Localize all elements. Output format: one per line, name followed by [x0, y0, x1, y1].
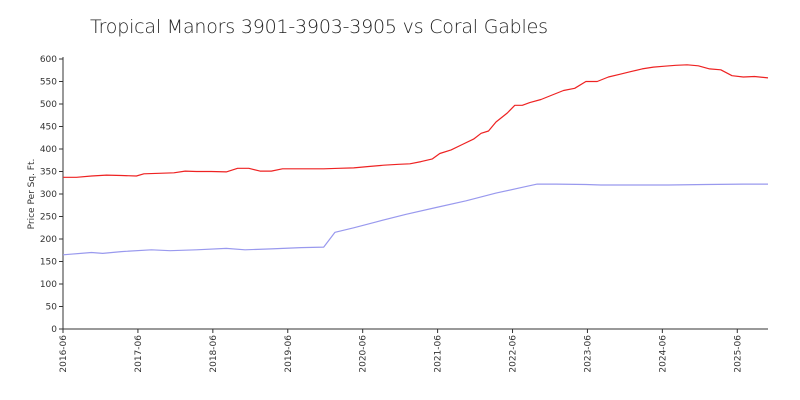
y-axis-label: Price Per Sq. Ft.	[27, 159, 37, 230]
x-tick-label: 2024-06	[658, 335, 668, 373]
x-axis-ticks: 2016-06 2017-06 2018-06 2019-06 2020-06 2021-…	[59, 329, 743, 373]
y-tick-label: 350	[40, 168, 57, 178]
y-tick-label: 450	[40, 123, 57, 133]
x-tick-label: 2018-06	[209, 335, 219, 373]
y-axis-ticks: 0 50 100 150 200 250 300 350 400 450 500 550 600	[40, 55, 63, 335]
series-line-coral-gables	[62, 183, 768, 256]
y-tick-label: 0	[51, 325, 57, 335]
x-tick-label: 2017-06	[134, 335, 144, 373]
x-tick-label: 2020-06	[359, 335, 369, 373]
y-tick-label: 600	[40, 55, 57, 65]
x-tick-label: 2022-06	[509, 335, 519, 373]
x-tick-label: 2021-06	[434, 335, 444, 373]
x-tick-label: 2023-06	[583, 335, 593, 373]
y-tick-label: 400	[40, 145, 57, 155]
chart-axes	[62, 57, 768, 330]
y-tick-label: 150	[40, 258, 57, 268]
y-tick-label: 200	[40, 235, 57, 245]
y-tick-label: 300	[40, 190, 57, 200]
series-line-tropical-manors	[63, 64, 769, 178]
y-tick-label: 100	[40, 280, 57, 290]
y-tick-label: 50	[46, 303, 58, 313]
chart-title: Tropical Manors 3901-3903-3905 vs Coral …	[90, 16, 548, 38]
y-tick-label: 550	[40, 78, 57, 88]
y-tick-label: 250	[40, 213, 57, 223]
series-layer	[62, 64, 769, 256]
y-tick-label: 500	[40, 100, 57, 110]
x-tick-label: 2016-06	[59, 335, 69, 373]
x-tick-label: 2019-06	[284, 335, 294, 373]
x-tick-label: 2025-06	[733, 335, 743, 373]
